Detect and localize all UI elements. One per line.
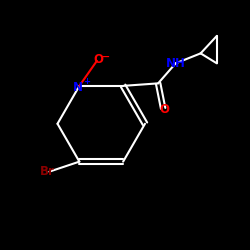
Text: Br: Br [40,165,54,178]
Text: N: N [73,80,83,94]
Text: +: + [83,77,90,86]
Text: −: − [102,51,110,61]
Text: O: O [93,53,103,66]
Text: O: O [160,103,170,116]
Text: NH: NH [166,57,186,70]
